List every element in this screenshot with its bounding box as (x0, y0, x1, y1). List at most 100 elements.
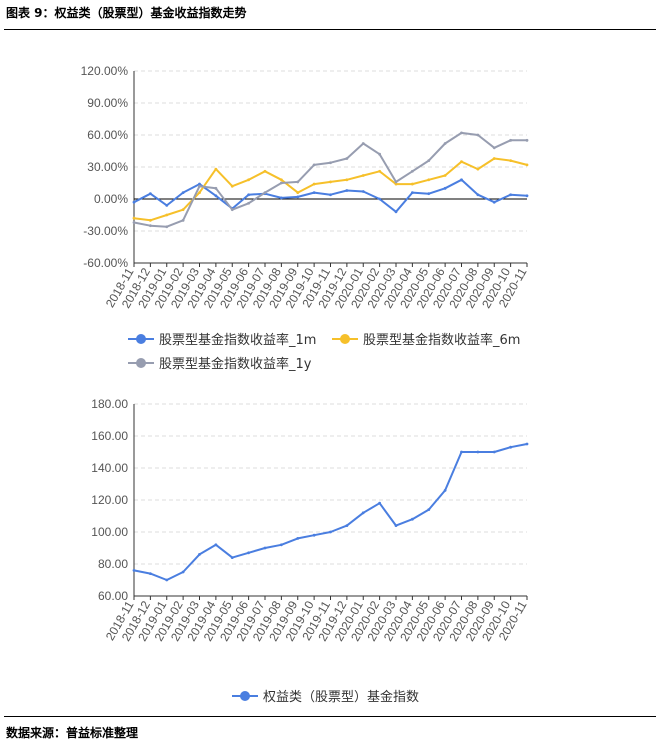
data-point (427, 178, 431, 182)
data-point (230, 556, 234, 559)
data-point (525, 194, 529, 198)
data-point (312, 163, 316, 167)
data-point (476, 133, 480, 137)
data-point (476, 450, 480, 454)
data-point (181, 218, 185, 222)
data-point (378, 197, 382, 201)
data-point (312, 182, 316, 186)
data-point (296, 537, 300, 540)
data-point (427, 192, 431, 196)
data-point (361, 174, 365, 177)
data-point (198, 182, 201, 186)
data-point (198, 191, 201, 195)
data-point (165, 225, 169, 229)
series-line-2 (133, 131, 527, 228)
data-point (148, 572, 152, 575)
data-point (165, 204, 169, 207)
data-point (460, 178, 463, 182)
legend-item[interactable]: 股票型基金指数收益率_1y (128, 356, 312, 372)
data-point (181, 208, 185, 212)
data-point (427, 508, 431, 511)
data-point (148, 218, 152, 222)
y-tick-label: 140.00 (91, 461, 128, 475)
data-point (443, 174, 447, 177)
data-point (361, 511, 365, 515)
legend-label: 股票型基金指数收益率_1y (159, 356, 312, 372)
source-note: 数据来源：普益标准整理 (6, 726, 139, 740)
series-line-0 (133, 443, 528, 581)
data-point (214, 167, 218, 171)
data-point (312, 533, 316, 537)
legend-item[interactable]: 权益类（股票型）基金指数 (232, 689, 419, 705)
y-tick-label: -30.00% (83, 224, 128, 238)
legend-marker (240, 691, 250, 701)
data-point (378, 169, 382, 173)
data-point (492, 450, 496, 454)
data-point (181, 570, 185, 574)
data-point (476, 193, 480, 197)
data-point (361, 190, 365, 193)
data-point (443, 142, 447, 145)
data-point (394, 180, 398, 184)
data-point (394, 210, 398, 214)
y-tick-label: 180.00 (91, 397, 128, 411)
data-point (132, 200, 136, 204)
data-point (525, 442, 529, 446)
data-point (279, 543, 283, 547)
data-point (279, 181, 283, 185)
data-point (410, 182, 414, 186)
data-point (214, 186, 218, 190)
data-point (230, 184, 234, 188)
data-point (198, 184, 201, 188)
y-tick-label: 80.00 (98, 557, 128, 571)
data-point (165, 213, 169, 217)
data-point (263, 169, 267, 173)
data-point (165, 578, 169, 582)
legend-label: 股票型基金指数收益率_1m (159, 332, 316, 348)
data-point (509, 193, 513, 197)
data-point (263, 546, 267, 550)
data-point (394, 182, 398, 186)
data-point (279, 178, 283, 182)
legend-item[interactable]: 股票型基金指数收益率_6m (332, 332, 520, 348)
data-point (460, 160, 463, 164)
data-point (345, 524, 349, 527)
y-tick-label: 120.00 (91, 493, 128, 507)
data-point (361, 142, 365, 145)
data-point (329, 161, 332, 165)
data-point (509, 138, 513, 142)
legend-label: 股票型基金指数收益率_6m (363, 332, 520, 348)
data-point (247, 551, 251, 555)
data-point (296, 191, 300, 195)
data-point (345, 157, 349, 160)
data-point (476, 167, 480, 171)
data-point (329, 530, 332, 534)
data-point (263, 191, 267, 195)
series-line-1 (133, 157, 528, 222)
y-tick-label: 60.00 (98, 589, 128, 603)
data-point (492, 200, 496, 204)
data-point (492, 157, 496, 160)
legend-item[interactable]: 股票型基金指数收益率_1m (128, 332, 316, 348)
data-point (427, 159, 431, 162)
data-point (181, 191, 185, 195)
data-point (378, 152, 382, 156)
data-point (198, 553, 201, 556)
data-point (410, 517, 414, 521)
data-point (443, 186, 447, 190)
y-tick-label: 160.00 (91, 429, 128, 443)
bottom-rule (4, 716, 656, 717)
y-tick-label: 90.00% (87, 96, 128, 110)
data-point (247, 201, 251, 205)
y-tick-label: -60.00% (83, 256, 128, 270)
data-point (329, 180, 332, 184)
data-point (443, 489, 447, 492)
data-point (378, 501, 382, 505)
data-point (525, 138, 529, 142)
returns-chart: 120.00% 90.00% 60.00% 30.00% 0.00% -30.00% -60… (81, 64, 530, 372)
data-point (247, 193, 251, 197)
y-tick-label: 0.00% (94, 192, 128, 206)
data-point (345, 178, 349, 182)
legend-marker (136, 334, 146, 344)
top-rule (4, 29, 656, 30)
